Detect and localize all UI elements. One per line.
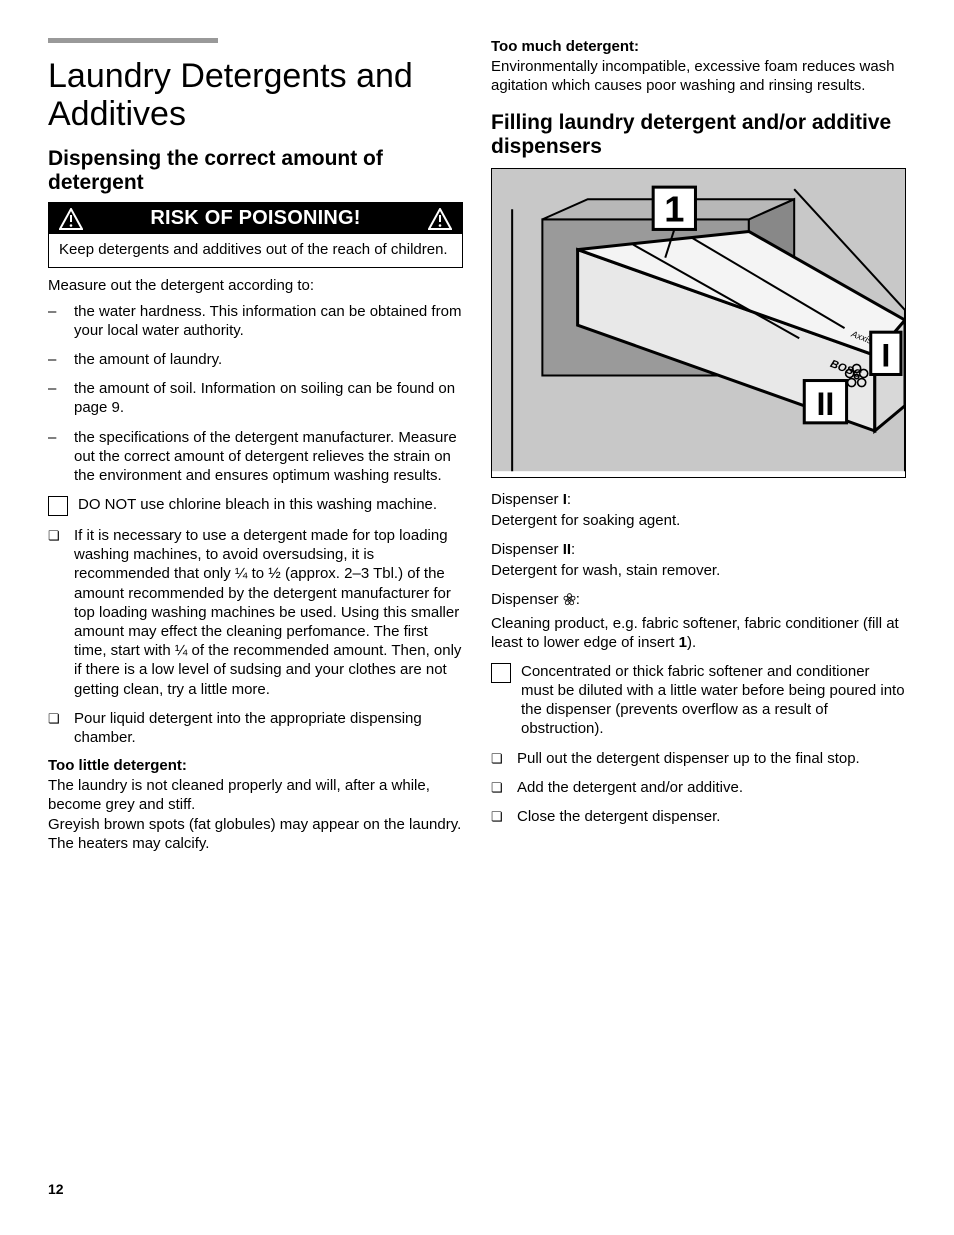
label-text: Dispenser xyxy=(491,591,563,608)
dash-icon: – xyxy=(48,379,74,417)
list-text: the amount of soil. Information on soili… xyxy=(74,379,463,417)
dispenser-body: Cleaning product, e.g. fabric softener, … xyxy=(491,614,906,652)
warning-header: RISK OF POISONING! xyxy=(49,203,462,234)
list-text: Add the detergent and/or additive. xyxy=(517,778,743,797)
figure-label-1: 1 xyxy=(664,189,684,230)
label-text: : xyxy=(567,491,571,508)
dispenser-body: Detergent for wash, stain remover. xyxy=(491,561,906,580)
note-row: DO NOT use chlorine bleach in this washi… xyxy=(48,495,463,516)
subheading: Too little detergent: xyxy=(48,757,463,774)
note-text: Concentrated or thick fabric softener an… xyxy=(521,662,906,739)
dash-icon: – xyxy=(48,350,74,369)
left-column: Laundry Detergents and Additives Dispens… xyxy=(48,38,463,859)
list-text: Pull out the detergent dispenser up to t… xyxy=(517,749,860,768)
subsection-heading: Dispensing the correct amount of deterge… xyxy=(48,147,463,194)
body-text: ). xyxy=(687,634,696,651)
list-item: ❏Close the detergent dispenser. xyxy=(491,807,906,826)
warning-title: RISK OF POISONING! xyxy=(83,207,428,230)
body-text: Environmentally incompatible, excessive … xyxy=(491,57,906,95)
checklist: ❏If it is necessary to use a detergent m… xyxy=(48,526,463,747)
list-item: –the specifications of the detergent man… xyxy=(48,428,463,486)
list-text: Close the detergent dispenser. xyxy=(517,807,720,826)
list-text: the amount of laundry. xyxy=(74,350,222,369)
checkbox-icon: ❏ xyxy=(48,709,74,747)
list-item: –the water hardness. This information ca… xyxy=(48,302,463,340)
dispenser-label: Dispenser II: xyxy=(491,540,906,559)
body-text: The laundry is not cleaned properly and … xyxy=(48,776,463,814)
flower-icon xyxy=(563,592,576,611)
checkbox-icon: ❏ xyxy=(491,778,517,797)
note-row: Concentrated or thick fabric softener an… xyxy=(491,662,906,739)
list-item: –the amount of laundry. xyxy=(48,350,463,369)
page-title: Laundry Detergents and Additives xyxy=(48,57,463,133)
dispenser-body: Detergent for soaking agent. xyxy=(491,511,906,530)
dash-icon: – xyxy=(48,302,74,340)
list-text: If it is necessary to use a detergent ma… xyxy=(74,526,463,699)
label-text: : xyxy=(576,591,580,608)
list-text: the specifications of the detergent manu… xyxy=(74,428,463,486)
warning-triangle-icon xyxy=(428,208,452,230)
list-item: ❏Pull out the detergent dispenser up to … xyxy=(491,749,906,768)
note-box-icon xyxy=(48,496,68,516)
note-box-icon xyxy=(491,663,511,683)
list-item: ❏Add the detergent and/or additive. xyxy=(491,778,906,797)
checkbox-icon: ❏ xyxy=(48,526,74,699)
label-bold: II xyxy=(563,541,571,558)
checkbox-icon: ❏ xyxy=(491,807,517,826)
section-rule xyxy=(48,38,218,43)
page-number: 12 xyxy=(48,1181,64,1197)
dispenser-description: Dispenser : Cleaning product, e.g. fabri… xyxy=(491,590,906,652)
dispenser-description: Dispenser II: Detergent for wash, stain … xyxy=(491,540,906,580)
figure-label-ii: II xyxy=(816,386,834,422)
dash-icon: – xyxy=(48,428,74,486)
figure-label-i: I xyxy=(881,338,890,374)
note-text: DO NOT use chlorine bleach in this washi… xyxy=(78,495,463,516)
dispenser-description: Dispenser I: Detergent for soaking agent… xyxy=(491,490,906,530)
warning-triangle-icon xyxy=(59,208,83,230)
label-text: : xyxy=(571,541,575,558)
label-text: Dispenser xyxy=(491,541,563,558)
warning-box: RISK OF POISONING! Keep detergents and a… xyxy=(48,202,463,268)
label-text: Dispenser xyxy=(491,491,563,508)
intro-text: Measure out the detergent according to: xyxy=(48,276,463,295)
list-text: the water hardness. This information can… xyxy=(74,302,463,340)
dash-list: –the water hardness. This information ca… xyxy=(48,302,463,486)
dispenser-figure: 1 BOSC Axxis+ I II xyxy=(491,168,906,477)
checklist: ❏Pull out the detergent dispenser up to … xyxy=(491,749,906,827)
right-column: Too much detergent: Environmentally inco… xyxy=(491,38,906,859)
list-item: –the amount of soil. Information on soil… xyxy=(48,379,463,417)
warning-body: Keep detergents and additives out of the… xyxy=(49,234,462,267)
dispenser-label: Dispenser I: xyxy=(491,490,906,509)
subsection-heading: Filling laundry detergent and/or additiv… xyxy=(491,111,906,158)
list-item: ❏Pour liquid detergent into the appropri… xyxy=(48,709,463,747)
body-text: Greyish brown spots (fat globules) may a… xyxy=(48,815,463,853)
list-item: ❏If it is necessary to use a detergent m… xyxy=(48,526,463,699)
list-text: Pour liquid detergent into the appropria… xyxy=(74,709,463,747)
checkbox-icon: ❏ xyxy=(491,749,517,768)
body-bold: 1 xyxy=(679,634,687,651)
subheading: Too much detergent: xyxy=(491,38,906,55)
dispenser-label: Dispenser : xyxy=(491,590,906,611)
